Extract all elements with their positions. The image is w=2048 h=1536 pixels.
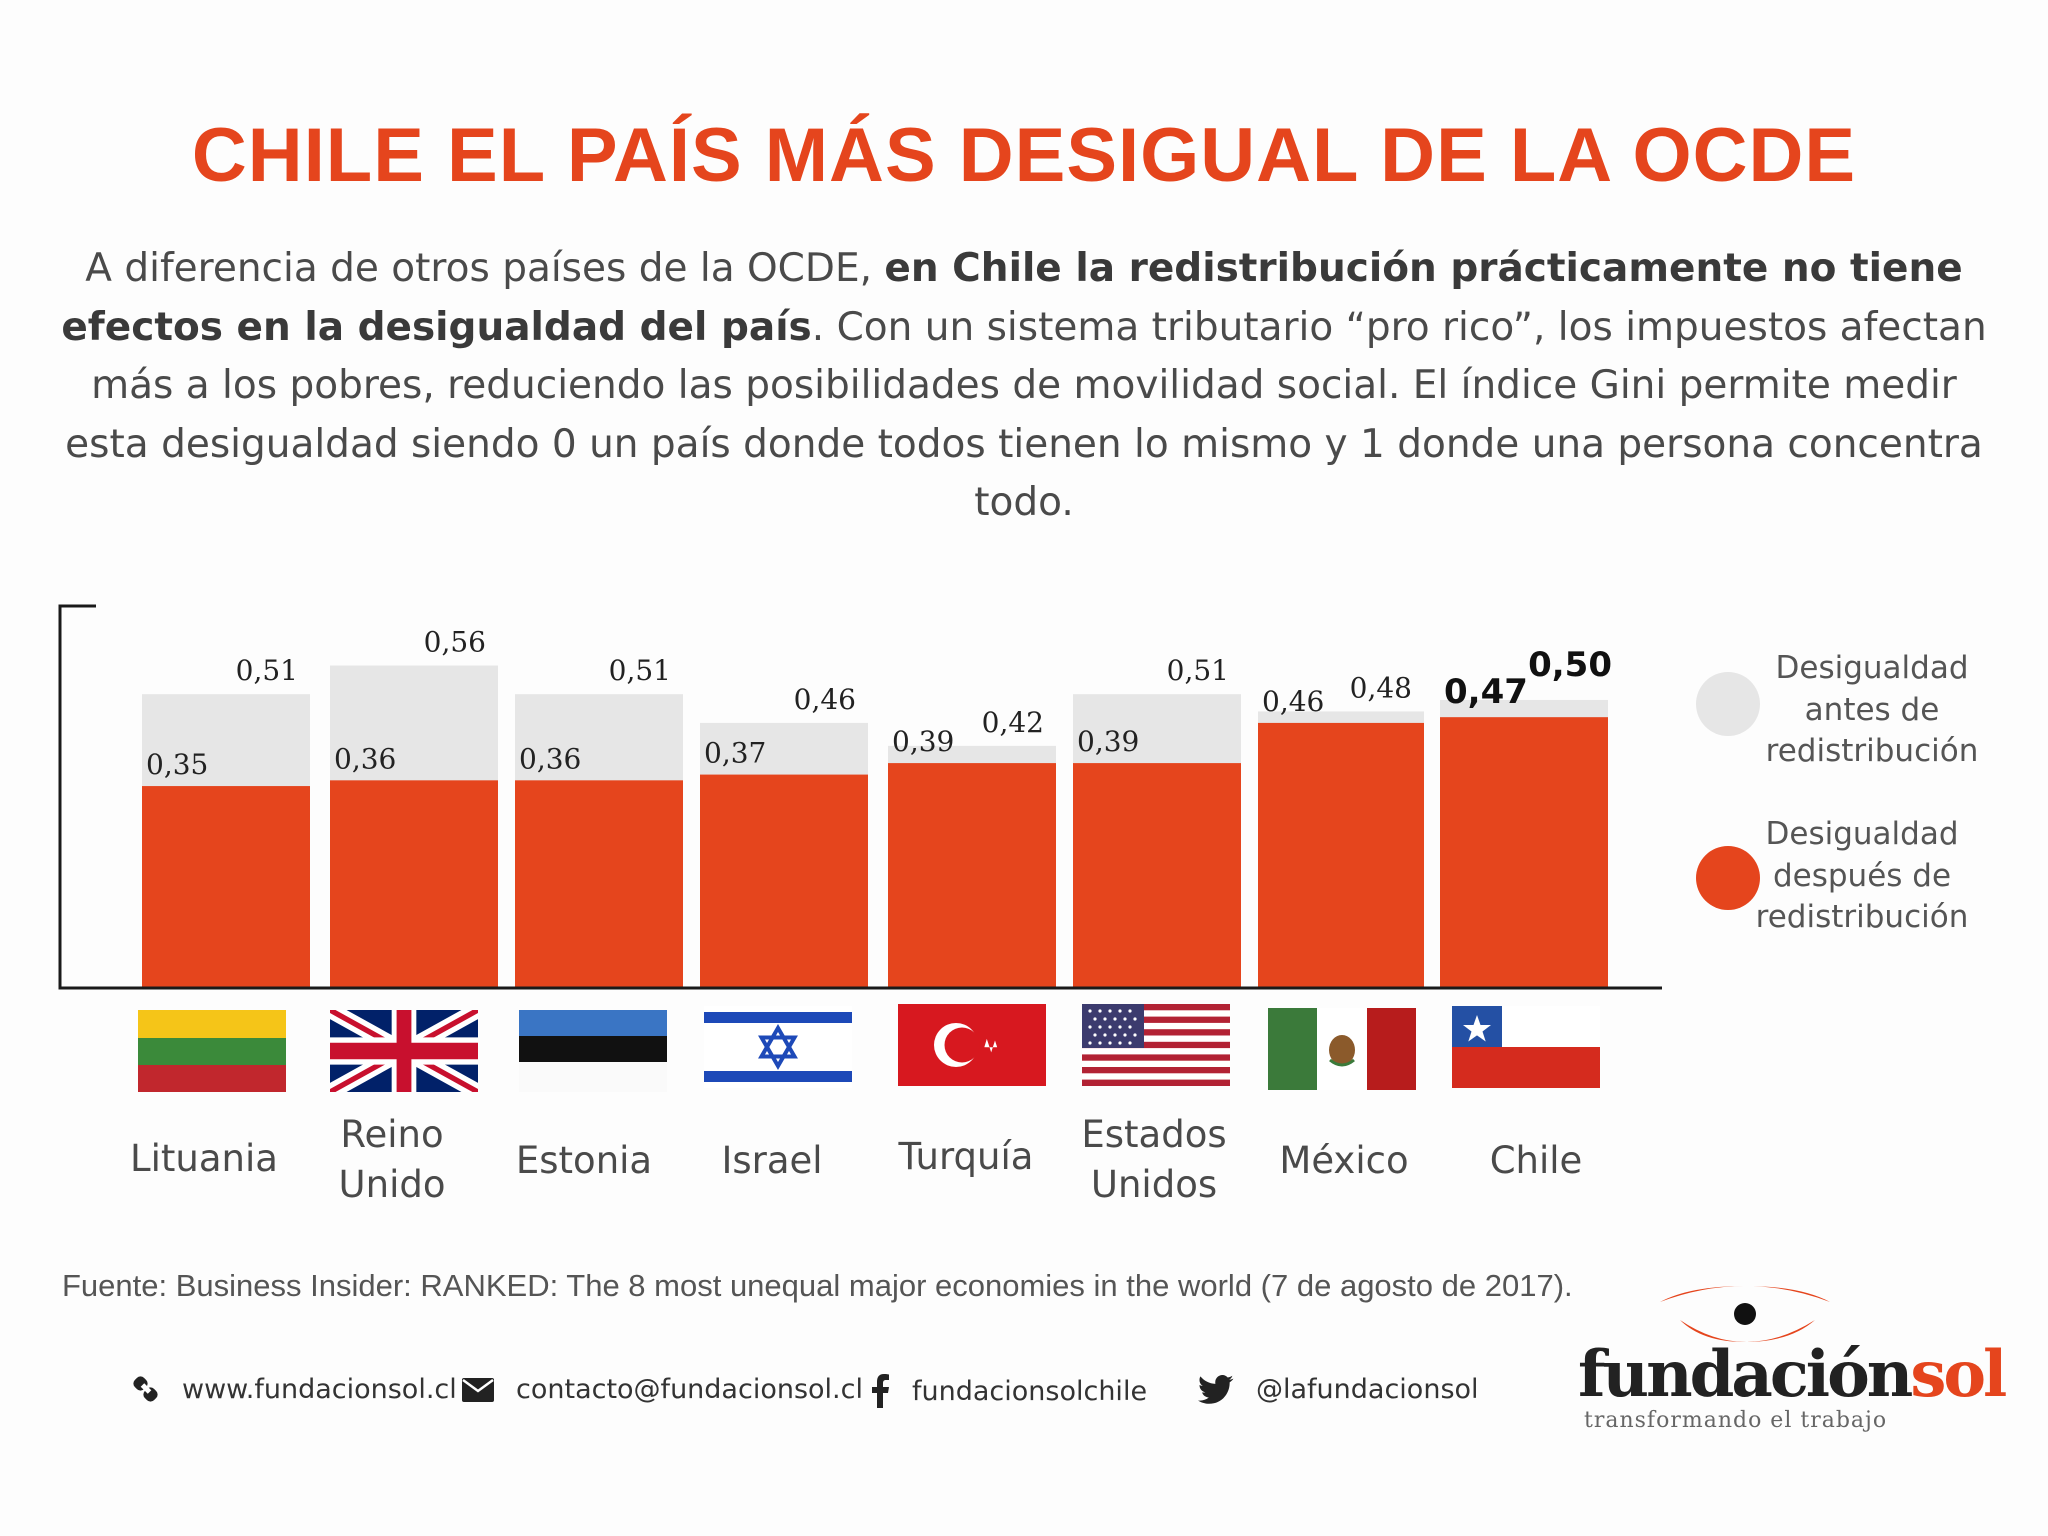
source-note: Fuente: Business Insider: RANKED: The 8 … [62, 1268, 1573, 1303]
website-link[interactable]: www.fundacionsol.cl [182, 1374, 457, 1405]
bar-after-estados-unidos [1073, 763, 1241, 987]
value-label-after-estados-unidos: 0,39 [1077, 725, 1139, 758]
value-label-before-chile: 0,50 [1528, 645, 1612, 685]
value-label-after-estonia: 0,36 [519, 742, 581, 775]
fundacionsol-logo[interactable]: fundaciónsol [1578, 1337, 2007, 1412]
facebook-icon [872, 1374, 889, 1408]
intro-bold: en Chile la redistribución prácticamente… [61, 246, 1963, 350]
website-contact[interactable]: www.fundacionsol.cl [132, 1374, 457, 1405]
legend-after-swatch [1696, 846, 1760, 910]
legend-before-swatch [1696, 672, 1760, 736]
country-line: Unidos [1090, 1163, 1218, 1206]
twitter-contact[interactable]: @lafundacionsol [1198, 1374, 1479, 1405]
legend-after-label: Desigualdad después de redistribución [1752, 814, 1972, 939]
estonia-flag-icon [519, 1010, 667, 1092]
country-line: Unido [338, 1163, 446, 1206]
bar-after-lituania [142, 786, 310, 987]
country-label-estados-unidos: Estados Unidos [1054, 1110, 1254, 1210]
legend-before-line2: antes de [1804, 691, 1940, 728]
bar-after-mexico [1258, 722, 1424, 987]
value-label-before-estados-unidos: 0,51 [1167, 654, 1229, 687]
country-line: Israel [721, 1139, 823, 1182]
value-label-before-lituania: 0,51 [236, 654, 298, 687]
value-label-after-lituania: 0,35 [146, 748, 208, 781]
country-line: México [1279, 1139, 1409, 1182]
intro-part-2: . Con un sistema tributario “pro rico”, … [65, 304, 1987, 526]
chart-axis [58, 604, 1662, 990]
value-label-after-reino-unido: 0,36 [334, 742, 396, 775]
logo-word-sol: sol [1910, 1337, 2007, 1412]
value-label-after-israel: 0,37 [704, 737, 766, 770]
country-label-mexico: México [1244, 1136, 1444, 1186]
usa-flag-icon [1082, 1004, 1230, 1086]
mail-icon [462, 1377, 494, 1402]
legend-after-line2: después de [1772, 857, 1952, 894]
twitter-link[interactable]: @lafundacionsol [1256, 1374, 1479, 1405]
bar-after-israel [700, 774, 868, 987]
legend-after-line1: Desigualdad [1765, 816, 1959, 852]
facebook-contact[interactable]: fundacionsolchile [870, 1374, 1147, 1408]
country-label-chile: Chile [1436, 1136, 1636, 1186]
link-icon [133, 1375, 158, 1402]
mexico-flag-icon [1268, 1008, 1416, 1090]
country-line: Reino [340, 1113, 444, 1156]
value-label-before-mexico: 0,48 [1350, 671, 1412, 704]
uk-flag-icon [330, 1010, 478, 1092]
email-link[interactable]: contacto@fundacionsol.cl [516, 1374, 863, 1405]
value-label-after-mexico: 0,46 [1262, 685, 1324, 718]
value-label-before-turquia: 0,42 [982, 706, 1044, 739]
country-line: Turquía [898, 1135, 1034, 1178]
legend-after-line3: redistribución [1755, 899, 1969, 935]
country-label-israel: Israel [672, 1136, 872, 1186]
value-label-after-chile: 0,47 [1444, 672, 1528, 712]
lithuania-flag-icon [138, 1010, 286, 1092]
bars-group [142, 665, 1608, 987]
country-line: Estonia [515, 1139, 653, 1182]
bar-after-reino-unido [330, 780, 498, 987]
israel-flag-icon [704, 1006, 852, 1088]
facebook-link[interactable]: fundacionsolchile [912, 1375, 1148, 1407]
country-label-estonia: Estonia [484, 1136, 684, 1186]
page-title: CHILE EL PAÍS MÁS DESIGUAL DE LA OCDE [191, 113, 1857, 198]
value-label-before-israel: 0,46 [794, 683, 856, 716]
country-label-turquia: Turquía [866, 1132, 1066, 1182]
country-line: Lituania [130, 1137, 278, 1180]
legend-before-line3: redistribución [1765, 733, 1979, 769]
value-label-before-estonia: 0,51 [609, 654, 671, 687]
logo-word-fundacion: fundación [1578, 1337, 1913, 1412]
chile-flag-icon [1452, 1006, 1600, 1088]
bar-after-turquia [888, 763, 1056, 987]
intro-text: A diferencia de otros países de la OCDE,… [60, 240, 1988, 533]
value-labels-group: 0,51 0,35 0,56 0,36 0,51 0,36 0,46 0,37 0,42 0,39… [146, 626, 1612, 782]
country-line: Chile [1489, 1139, 1583, 1182]
country-line: Estados [1081, 1113, 1227, 1156]
country-label-reino-unido: Reino Unido [292, 1110, 492, 1210]
email-contact[interactable]: contacto@fundacionsol.cl [462, 1374, 863, 1405]
logo-tagline: transformando el trabajo [1584, 1408, 1888, 1433]
value-label-after-turquia: 0,39 [892, 725, 954, 758]
turkey-flag-icon [898, 1004, 1046, 1086]
legend-before-label: Desigualdad antes de redistribución [1762, 648, 1982, 773]
bar-after-estonia [515, 780, 683, 987]
legend-before-line1: Desigualdad [1775, 650, 1969, 686]
twitter-icon [1198, 1374, 1234, 1404]
eye-logo-icon [1660, 1286, 1830, 1342]
gini-bar-chart: 0,51 0,35 0,56 0,36 0,51 0,36 0,46 0,37 0,42 0,39… [58, 604, 1662, 990]
bar-after-chile [1440, 717, 1608, 987]
value-label-before-reino-unido: 0,56 [424, 626, 486, 659]
intro-part-1: A diferencia de otros países de la OCDE, [85, 246, 885, 291]
country-label-lituania: Lituania [104, 1134, 304, 1184]
